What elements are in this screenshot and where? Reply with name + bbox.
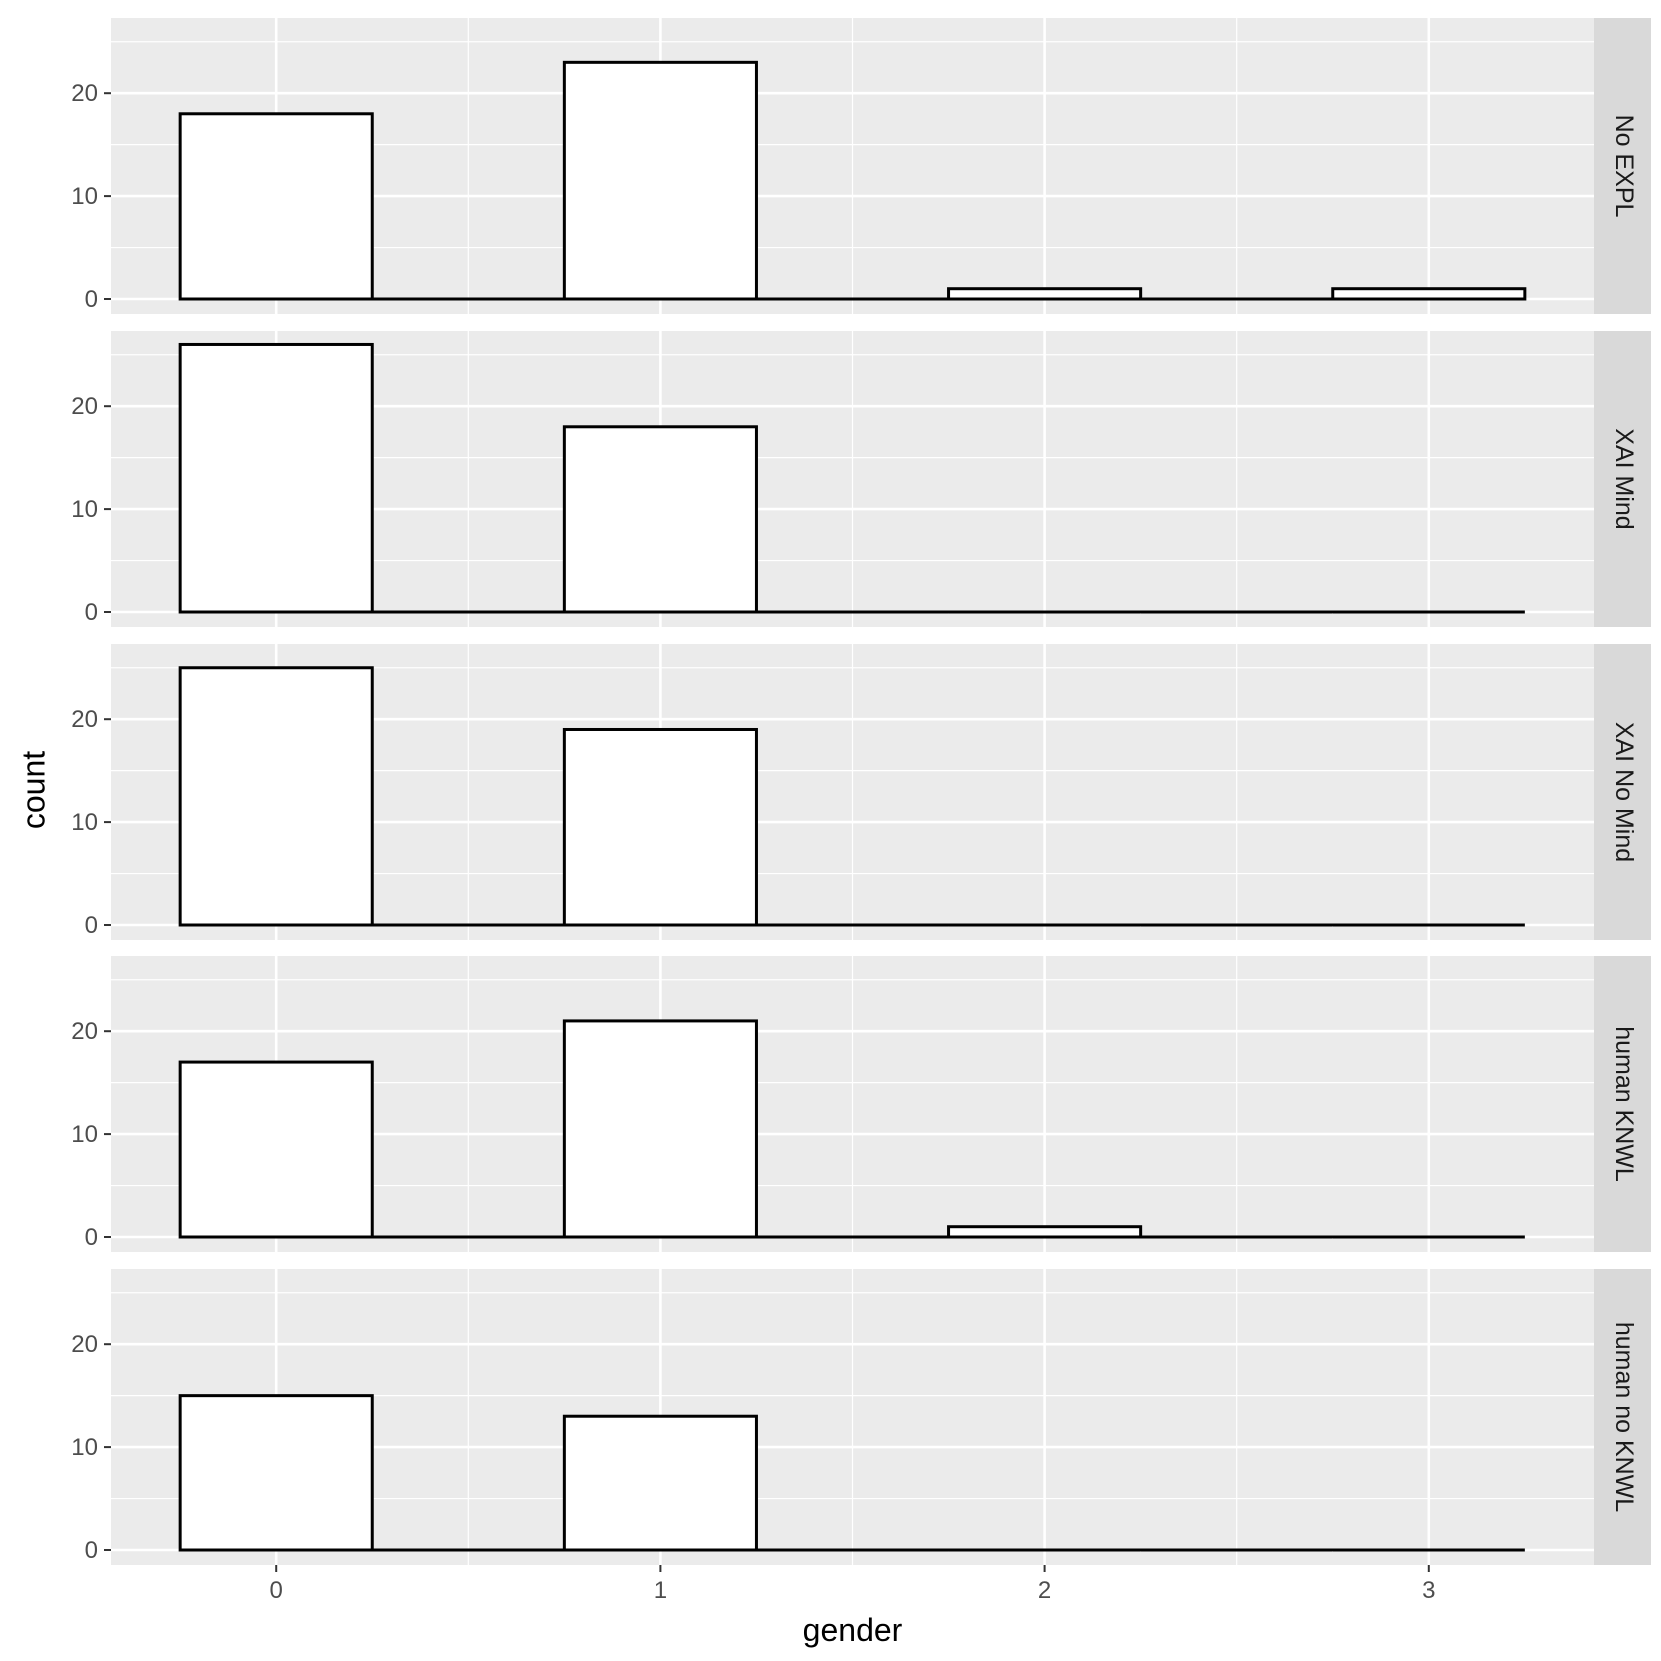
histogram-bar	[178, 112, 374, 301]
facet-strip	[1594, 1269, 1651, 1565]
histogram-bar	[178, 1060, 374, 1239]
histogram-bar	[562, 60, 758, 301]
facet-strip-label: human KNWL	[1610, 1026, 1638, 1182]
x-tick-label: 0	[270, 1577, 283, 1604]
y-tick-label: 20	[71, 80, 98, 107]
y-tick-label: 0	[85, 286, 98, 313]
y-tick-label: 20	[71, 1331, 98, 1358]
facet-panel: 0 10 20 human no KNWL	[71, 1269, 1651, 1565]
y-tick-label: 10	[71, 183, 98, 210]
y-tick-label: 10	[71, 1121, 98, 1148]
facet-strip-label: XAI Mind	[1610, 428, 1638, 529]
x-tick-label: 2	[1038, 1577, 1051, 1604]
y-axis-title: count	[15, 751, 51, 829]
facet-strip-label: No EXPL	[1610, 115, 1638, 218]
facet-panels: 0 10 20 No EXPL 0 10 20 XAI Mind 0 10 20 XAI No Min…	[71, 18, 1651, 1565]
x-tick-label: 1	[654, 1577, 667, 1604]
histogram-bar	[562, 1019, 758, 1239]
facet-strip-label: human no KNWL	[1610, 1322, 1638, 1512]
facet-panel: 0 10 20 XAI No Mind	[71, 644, 1651, 940]
y-tick-label: 10	[71, 809, 98, 836]
x-axis-title: gender	[803, 1612, 903, 1648]
histogram-bar	[562, 727, 758, 927]
facet-panel: 0 10 20 human KNWL	[71, 956, 1651, 1252]
x-tick-label: 3	[1422, 1577, 1435, 1604]
x-axis: 0 1 2 3	[270, 1565, 1435, 1604]
histogram-bar	[947, 1225, 1143, 1239]
histogram-bar	[178, 666, 374, 927]
facet-strip	[1594, 331, 1651, 627]
histogram-bar	[178, 1394, 374, 1552]
histogram-bar	[562, 1414, 758, 1552]
histogram-bar	[1331, 287, 1527, 301]
histogram-bar	[562, 425, 758, 614]
facet-strip	[1594, 644, 1651, 940]
y-tick-label: 20	[71, 393, 98, 420]
facet-strip-label: XAI No Mind	[1610, 722, 1638, 862]
y-tick-label: 0	[85, 599, 98, 626]
y-tick-label: 0	[85, 912, 98, 939]
y-tick-label: 10	[71, 496, 98, 523]
histogram-bar	[947, 287, 1143, 301]
facet-panel: 0 10 20 No EXPL	[71, 18, 1651, 314]
facet-panel: 0 10 20 XAI Mind	[71, 331, 1651, 627]
facet-strip	[1594, 956, 1651, 1252]
y-tick-label: 20	[71, 706, 98, 733]
y-tick-label: 0	[85, 1224, 98, 1251]
facet-strip	[1594, 18, 1651, 314]
y-tick-label: 0	[85, 1537, 98, 1564]
y-tick-label: 10	[71, 1434, 98, 1461]
histogram-bar	[178, 342, 374, 614]
y-tick-label: 20	[71, 1018, 98, 1045]
